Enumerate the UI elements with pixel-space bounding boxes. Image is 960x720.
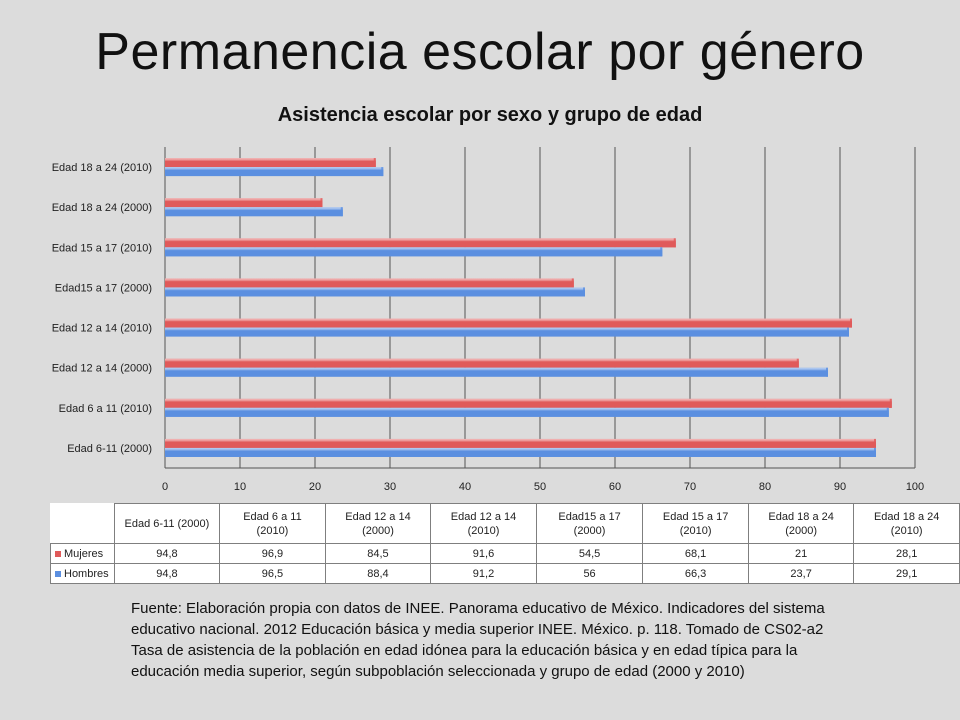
table-cell: 21	[747, 543, 855, 564]
bar-highlight	[165, 278, 574, 288]
table-row: Hombres 94,8 96,5 88,4 91,2 56 66,3 23,7 29,1	[50, 563, 960, 584]
bar-highlight	[165, 287, 585, 297]
x-tick-label: 90	[834, 481, 846, 493]
table-cell: 29,1	[853, 563, 960, 584]
legend-key	[55, 550, 61, 557]
bar-end	[874, 447, 876, 457]
bar-highlight	[165, 247, 663, 257]
bar-end	[847, 327, 849, 337]
table-cell: 54,5	[535, 543, 644, 564]
bar-highlight	[165, 327, 849, 337]
bar-end	[571, 278, 574, 288]
bar-end	[660, 247, 663, 257]
table-column-header: Edad 15 a 17 (2010)	[642, 503, 749, 544]
bar-end	[874, 438, 876, 448]
table-header-row: Edad 6-11 (2000) Edad 6 a 11 (2010) Edad 1…	[51, 503, 960, 544]
table-cell: 94,8	[113, 543, 221, 564]
bar-highlight	[165, 398, 892, 408]
bar-highlight	[165, 358, 799, 368]
bar-chart: 0 10 20 30 40 50 60 70 80 90 100 Edad 6-11 (2000) Ed…	[52, 147, 924, 493]
table-column-header: Edad15 a 17 (2000)	[535, 503, 644, 544]
y-category-label: Edad 6 a 11 (2010)	[59, 403, 152, 415]
bar-highlight	[165, 158, 376, 168]
x-tick-label: 30	[384, 481, 396, 493]
table-column-header: Edad 18 a 24 (2010)	[853, 503, 960, 544]
table-cell: 23,7	[747, 563, 855, 584]
table-cell: 91,2	[430, 563, 537, 584]
table-column-header: Edad 12 a 14 (2000)	[324, 503, 432, 544]
x-tick-label: 70	[684, 481, 696, 493]
bar-highlight	[165, 167, 384, 177]
y-category-label: Edad 15 a 17 (2010)	[52, 242, 152, 254]
bar-highlight	[165, 207, 343, 217]
table-row: Mujeres 94,8 96,9 84,5 91,6 54,5 68,1 21 28,1	[50, 543, 960, 564]
x-tick-label: 50	[534, 481, 546, 493]
bar-end	[320, 198, 323, 208]
x-tick-label: 100	[906, 481, 924, 493]
legend-label: Mujeres	[64, 547, 104, 560]
x-tick-label: 80	[759, 481, 771, 493]
table-column-header: Edad 12 a 14 (2010)	[430, 503, 537, 544]
source-note: Fuente: Elaboración propia con datos de …	[131, 600, 825, 680]
bar-highlight	[165, 407, 889, 417]
x-tick-label: 10	[234, 481, 246, 493]
table-column-header: Edad 6 a 11 (2010)	[219, 503, 326, 544]
bar-highlight	[165, 238, 676, 248]
legend-hombres: Hombres	[50, 563, 115, 584]
legend-key	[55, 570, 61, 577]
y-category-label: Edad 18 a 24 (2010)	[52, 162, 152, 174]
bar-end	[673, 238, 676, 248]
bar-end	[796, 358, 799, 368]
bar-highlight	[165, 447, 876, 457]
table-cell: 68,1	[642, 543, 749, 564]
bar-end	[340, 207, 343, 217]
bar-end	[381, 167, 384, 177]
bar-end	[583, 287, 585, 297]
table-column-header: Edad 6-11 (2000)	[113, 503, 221, 544]
table-cell: 66,3	[642, 563, 749, 584]
y-category-label: Edad 12 a 14 (2010)	[52, 323, 152, 335]
table-cell: 56	[535, 563, 644, 584]
x-tick-label: 0	[162, 481, 168, 493]
bar-highlight	[165, 438, 876, 448]
table-column-header: Edad 18 a 24 (2000)	[747, 503, 855, 544]
data-table: Edad 6-11 (2000) Edad 6 a 11 (2010) Edad 1…	[50, 503, 960, 584]
bar-end	[886, 407, 889, 417]
table-corner	[51, 504, 115, 544]
table-cell: 94,8	[113, 563, 221, 584]
bar-highlight	[165, 318, 852, 328]
bar-highlight	[165, 367, 828, 377]
bar-end	[373, 158, 376, 168]
table-cell: 91,6	[430, 543, 537, 564]
legend-mujeres: Mujeres	[50, 543, 115, 564]
x-tick-label: 60	[609, 481, 621, 493]
y-category-label: Edad 18 a 24 (2000)	[52, 202, 152, 214]
table-cell: 96,5	[219, 563, 326, 584]
x-tick-label: 20	[309, 481, 321, 493]
slide-title: Permanencia escolar por género	[95, 23, 865, 81]
y-category-label: Edad 6-11 (2000)	[67, 443, 152, 455]
bar-end	[889, 398, 892, 408]
bar-end	[850, 318, 852, 328]
table-cell: 84,5	[324, 543, 432, 564]
table-cell: 96,9	[219, 543, 326, 564]
y-category-label: Edad15 a 17 (2000)	[55, 282, 152, 294]
chart-title: Asistencia escolar por sexo y grupo de e…	[277, 104, 703, 126]
table-cell: 88,4	[324, 563, 432, 584]
x-tick-label: 40	[459, 481, 471, 493]
bar-highlight	[165, 198, 323, 208]
y-category-label: Edad 12 a 14 (2000)	[52, 363, 152, 375]
bar-end	[826, 367, 828, 377]
table-cell: 28,1	[853, 543, 960, 564]
legend-label: Hombres	[64, 567, 109, 580]
